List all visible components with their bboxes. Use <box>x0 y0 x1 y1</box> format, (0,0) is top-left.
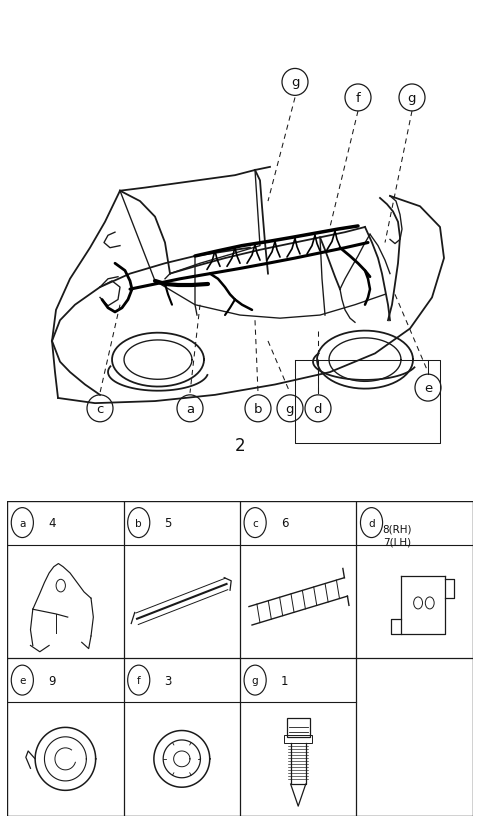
Text: f: f <box>137 676 141 686</box>
Text: g: g <box>408 92 416 105</box>
Text: f: f <box>356 92 360 105</box>
Text: c: c <box>96 402 104 416</box>
Text: c: c <box>252 518 258 528</box>
Text: 2: 2 <box>235 436 245 454</box>
Text: g: g <box>252 676 258 686</box>
Text: a: a <box>186 402 194 416</box>
Text: d: d <box>314 402 322 416</box>
Text: 3: 3 <box>164 674 172 686</box>
Text: g: g <box>286 402 294 416</box>
Text: 4: 4 <box>48 517 55 529</box>
Text: d: d <box>368 518 375 528</box>
Text: b: b <box>254 402 262 416</box>
Text: b: b <box>135 518 142 528</box>
Text: 5: 5 <box>164 517 172 529</box>
Text: 9: 9 <box>48 674 55 686</box>
Text: g: g <box>291 76 299 89</box>
Text: e: e <box>19 676 25 686</box>
Text: 6: 6 <box>281 517 288 529</box>
Text: e: e <box>424 382 432 395</box>
Text: 7(LH): 7(LH) <box>383 537 411 546</box>
Text: 1: 1 <box>281 674 288 686</box>
Text: 8(RH): 8(RH) <box>383 524 412 534</box>
Text: a: a <box>19 518 25 528</box>
